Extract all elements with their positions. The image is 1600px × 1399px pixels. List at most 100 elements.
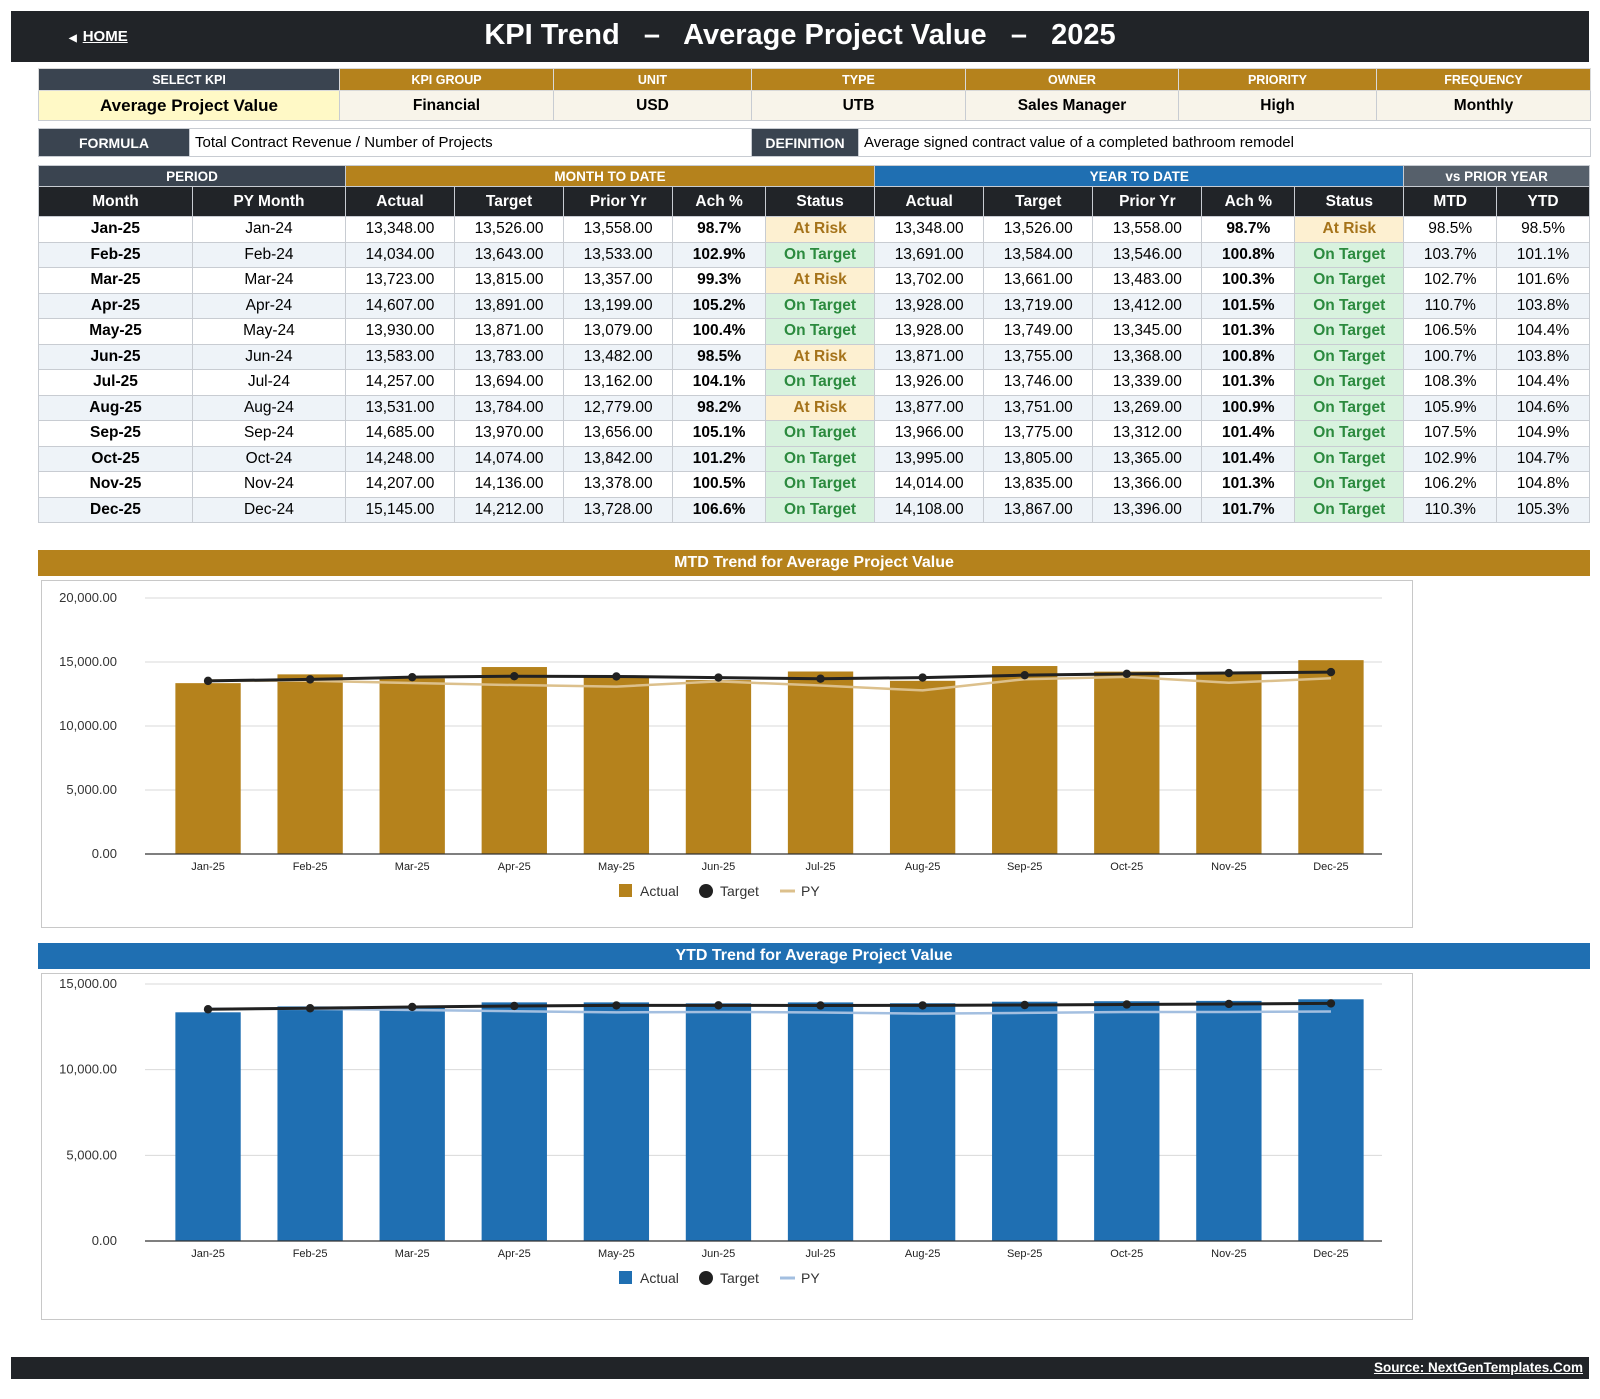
cell-ytd-status: On Target <box>1294 496 1405 523</box>
bar-actual <box>992 666 1058 854</box>
table-row: Nov-25 Nov-24 14,207.00 14,136.00 13,378.00 1… <box>38 471 1590 498</box>
x-tick-label: Dec-25 <box>1313 1248 1348 1260</box>
col-ytd-prior-yr: Prior Yr <box>1092 186 1203 217</box>
bar-actual <box>1298 999 1364 1241</box>
x-tick-label: Dec-25 <box>1313 861 1348 873</box>
cell-mtd-status: On Target <box>764 496 876 523</box>
cell-mtd-status: At Risk <box>764 343 876 370</box>
meta-type-value: UTB <box>751 90 966 121</box>
mtd-trend-chart: 0.00 5,000.00 10,000.00 15,000.00 20,000.00 J… <box>59 590 1382 899</box>
cell-ytd-ach: 100.8% <box>1201 343 1296 370</box>
home-link[interactable]: ◀ HOME <box>69 28 128 45</box>
ytd-trend-chart: 0.00 5,000.00 10,000.00 15,000.00 Jan-25 Feb-… <box>59 976 1382 1286</box>
table-row: Apr-25 Apr-24 14,607.00 13,891.00 13,199.00 1… <box>38 292 1590 319</box>
cell-py-month: Oct-24 <box>191 445 346 472</box>
cell-mtd-status: At Risk <box>764 394 876 421</box>
cell-ytd-prior-yr: 13,339.00 <box>1092 369 1203 396</box>
col-ytd-ach: Ach % <box>1201 186 1296 217</box>
bar-actual <box>583 675 650 854</box>
cell-ytd-actual: 14,108.00 <box>874 496 985 523</box>
x-tick-label: Aug-25 <box>905 1248 940 1260</box>
cell-month: Sep-25 <box>38 420 193 447</box>
bar-actual <box>175 1012 241 1241</box>
x-tick-label: Apr-25 <box>498 1248 531 1260</box>
cell-mtd-target: 14,074.00 <box>453 445 565 472</box>
cell-mtd-status: On Target <box>764 318 876 345</box>
definition-label: DEFINITION <box>751 128 859 157</box>
marker-target <box>1122 669 1131 679</box>
cell-mtd-prior-yr: 13,199.00 <box>563 292 674 319</box>
bar-actual <box>1094 1001 1160 1241</box>
ytd-chart-title: YTD Trend for Average Project Value <box>38 943 1590 969</box>
cell-ytd-actual: 13,928.00 <box>874 292 985 319</box>
table-row: Mar-25 Mar-24 13,723.00 13,815.00 13,357.00 9… <box>38 267 1590 294</box>
cell-month: Apr-25 <box>38 292 193 319</box>
cell-ytd-target: 13,755.00 <box>983 343 1094 370</box>
cell-mtd-target: 13,784.00 <box>453 394 565 421</box>
cell-ytd-ach: 101.5% <box>1201 292 1296 319</box>
source-link[interactable]: Source: NextGenTemplates.Com <box>1373 1360 1583 1375</box>
cell-vs-py-mtd: 110.7% <box>1403 292 1498 319</box>
x-tick-label: Jun-25 <box>702 1248 736 1260</box>
cell-ytd-ach: 101.3% <box>1201 369 1296 396</box>
bar-actual <box>889 1003 956 1241</box>
bar-actual <box>685 680 752 854</box>
marker-target <box>1224 668 1234 678</box>
cell-mtd-prior-yr: 13,656.00 <box>563 420 674 447</box>
line-target <box>208 1001 1331 1011</box>
cell-mtd-ach: 100.5% <box>672 471 766 498</box>
table-row: Feb-25 Feb-24 14,034.00 13,643.00 13,533.00 1… <box>38 241 1590 268</box>
bar-actual <box>1196 1000 1262 1241</box>
x-tick-label: Jul-25 <box>806 861 836 873</box>
legend-swatch-actual <box>619 884 632 897</box>
col-ytd-status: Status <box>1294 186 1405 217</box>
kpi-select-dropdown[interactable]: Average Project Value <box>38 90 340 121</box>
meta-priority-value: High <box>1178 90 1377 121</box>
x-tick-label: Sep-25 <box>1007 1248 1042 1260</box>
marker-target <box>1224 999 1234 1009</box>
marker-target <box>816 1001 825 1010</box>
cell-mtd-prior-yr: 13,533.00 <box>563 241 674 268</box>
cell-ytd-ach: 101.3% <box>1201 471 1296 498</box>
meta-unit-value: USD <box>553 90 752 121</box>
cell-py-month: Jul-24 <box>191 369 346 396</box>
y-tick-label: 0.00 <box>92 1233 117 1248</box>
col-mtd-status: Status <box>764 186 876 217</box>
marker-target <box>714 673 723 682</box>
cell-mtd-actual: 14,248.00 <box>344 445 456 472</box>
table-row: May-25 May-24 13,930.00 13,871.00 13,079.00 1… <box>38 318 1590 345</box>
cell-ytd-status: On Target <box>1294 445 1405 472</box>
x-tick-label: Mar-25 <box>395 861 430 873</box>
cell-ytd-target: 13,835.00 <box>983 471 1094 498</box>
cell-mtd-prior-yr: 13,558.00 <box>563 216 674 243</box>
cell-mtd-target: 13,526.00 <box>453 216 565 243</box>
cell-ytd-ach: 101.3% <box>1201 318 1296 345</box>
cell-py-month: Jun-24 <box>191 343 346 370</box>
cell-ytd-actual: 13,926.00 <box>874 369 985 396</box>
cell-ytd-ach: 100.8% <box>1201 241 1296 268</box>
cell-mtd-target: 13,783.00 <box>453 343 565 370</box>
cell-vs-py-mtd: 106.2% <box>1403 471 1498 498</box>
cell-ytd-status: On Target <box>1294 267 1405 294</box>
x-tick-label: Feb-25 <box>293 1248 328 1260</box>
cell-mtd-ach: 99.3% <box>672 267 766 294</box>
formula-text: Total Contract Revenue / Number of Proje… <box>189 128 752 157</box>
cell-vs-py-ytd: 105.3% <box>1496 496 1590 523</box>
bar-actual <box>787 1002 854 1241</box>
cell-ytd-status: On Target <box>1294 318 1405 345</box>
cell-ytd-actual: 13,877.00 <box>874 394 985 421</box>
cell-ytd-prior-yr: 13,366.00 <box>1092 471 1203 498</box>
cell-mtd-ach: 98.7% <box>672 216 766 243</box>
table-row: Jun-25 Jun-24 13,583.00 13,783.00 13,482.00 9… <box>38 343 1590 370</box>
page-title: KPI Trend – Average Project Value – 2025 <box>484 19 1116 51</box>
marker-target <box>305 675 315 684</box>
cell-mtd-actual: 13,583.00 <box>344 343 456 370</box>
y-tick-label: 5,000.00 <box>66 1147 117 1162</box>
col-ytd-actual: Actual <box>874 186 985 217</box>
col-mtd-ach: Ach % <box>672 186 766 217</box>
cell-mtd-prior-yr: 13,378.00 <box>563 471 674 498</box>
marker-target <box>918 673 927 682</box>
table-row: Jan-25 Jan-24 13,348.00 13,526.00 13,558.00 9… <box>38 216 1590 243</box>
cell-mtd-prior-yr: 13,357.00 <box>563 267 674 294</box>
meta-kpi-group-value: Financial <box>339 90 554 121</box>
